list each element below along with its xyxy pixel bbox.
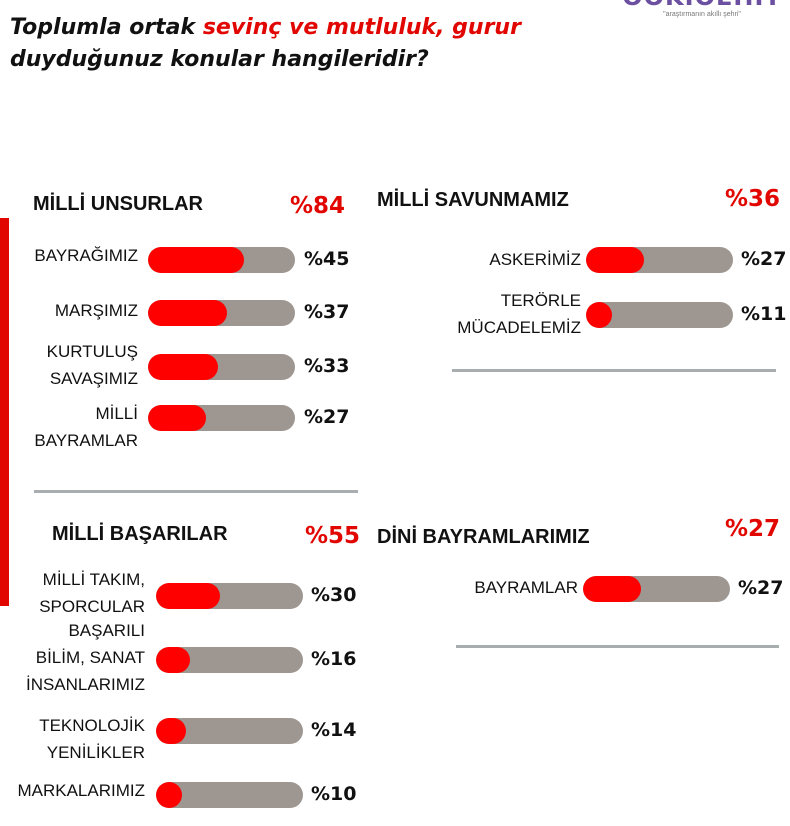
milli-basarilar-markalarimiz-value: %10	[311, 783, 357, 805]
milli-savunmamiz-terorle-mucadelemiz-bar-track	[586, 302, 733, 328]
milli-unsurlar-kurtulus-savasimiz-label: KURTULUŞ SAVAŞIMIZ	[47, 338, 138, 392]
milli-basarilar-markalarimiz-bar-track	[156, 782, 303, 808]
dini-bayramlarimiz-category-title: DİNİ BAYRAMLARIMIZ	[377, 526, 590, 548]
milli-unsurlar-milli-bayramlar-value: %27	[304, 406, 350, 428]
milli-basarilar-basarili-bilim-sanat-insanlarimiz-label: BAŞARILI BİLİM, SANAT İNSANLARIMIZ	[26, 617, 145, 698]
milli-savunmamiz-askerimiz-value: %27	[741, 248, 787, 270]
milli-basarilar-teknolojik-yenilikler-bar-fill	[156, 718, 186, 744]
label-line: MİLLİ	[95, 404, 138, 423]
milli-unsurlar-bayragimiz-bar-track	[148, 247, 295, 273]
milli-unsurlar-category-title: MİLLİ UNSURLAR	[33, 193, 203, 215]
title-part-1: Toplumla ortak	[10, 15, 203, 40]
milli-unsurlar-milli-bayramlar-bar-fill	[148, 405, 206, 431]
milli-basarilar-teknolojik-yenilikler-bar-track	[156, 718, 303, 744]
label-line: TERÖRLE	[500, 291, 581, 310]
accent-rail	[0, 218, 9, 606]
dini-bayramlarimiz-bayramlar-value: %27	[738, 577, 784, 599]
milli-unsurlar-bayragimiz-bar-fill	[148, 247, 244, 273]
milli-savunmamiz-category-title: MİLLİ SAVUNMAMIZ	[377, 189, 569, 211]
milli-savunmamiz-askerimiz-bar-track	[586, 247, 733, 273]
milli-basarilar-category-title: MİLLİ BAŞARILAR	[52, 523, 228, 545]
dini-bayramlarimiz-bayramlar-bar-fill	[583, 576, 641, 602]
brand-logo: OOKIOEHIT "araştırmanın akıllı şehri"	[622, 0, 782, 24]
label-line: BAYRAMLAR	[34, 431, 138, 450]
milli-basarilar-markalarimiz-label: MARKALARIMIZ	[17, 777, 145, 804]
label-line: MÜCADELEMİZ	[457, 318, 581, 337]
logo-wordmark: OOKIOEHIT	[622, 0, 782, 10]
milli-basarilar-teknolojik-yenilikler-label: TEKNOLOJİK YENİLİKLER	[39, 712, 145, 766]
label-line: BİLİM, SANAT	[35, 648, 145, 667]
milli-unsurlar-milli-bayramlar-bar-track	[148, 405, 295, 431]
milli-unsurlar-marsimiz-value: %37	[304, 301, 350, 323]
milli-basarilar-milli-takim-sporcular-value: %30	[311, 584, 357, 606]
milli-unsurlar-marsimiz-label: MARŞIMIZ	[55, 297, 138, 324]
milli-unsurlar-total-label: %84	[290, 193, 346, 219]
label-line: SPORCULAR	[39, 597, 145, 616]
milli-basarilar-teknolojik-yenilikler-value: %14	[311, 719, 357, 741]
divider-milli-savunmamiz	[452, 369, 776, 372]
milli-basarilar-milli-takim-sporcular-bar-track	[156, 583, 303, 609]
dini-bayramlarimiz-bayramlar-bar-track	[583, 576, 730, 602]
label-line: MARŞIMIZ	[54, 301, 138, 320]
label-line: İNSANLARIMIZ	[25, 675, 145, 694]
milli-basarilar-milli-takim-sporcular-label: MİLLİ TAKIM, SPORCULAR	[39, 566, 145, 620]
label-line: KURTULUŞ	[46, 342, 138, 361]
milli-basarilar-total-label: %55	[305, 523, 361, 549]
milli-savunmamiz-terorle-mucadelemiz-bar-fill	[586, 302, 612, 328]
milli-unsurlar-kurtulus-savasimiz-bar-fill	[148, 354, 218, 380]
milli-unsurlar-milli-bayramlar-label: MİLLİ BAYRAMLAR	[34, 400, 138, 454]
milli-basarilar-milli-takim-sporcular-bar-fill	[156, 583, 220, 609]
label-line: MİLLİ TAKIM,	[42, 570, 145, 589]
dini-bayramlarimiz-bayramlar-label: BAYRAMLAR	[474, 574, 578, 601]
label-line: YENİLİKLER	[46, 743, 145, 762]
label-line: MARKALARIMIZ	[17, 781, 145, 800]
milli-savunmamiz-terorle-mucadelemiz-label: TERÖRLE MÜCADELEMİZ	[457, 287, 581, 341]
title-highlight: sevinç ve mutluluk, gurur	[202, 15, 521, 40]
divider-dini-bayramlarimiz	[456, 645, 779, 648]
milli-unsurlar-kurtulus-savasimiz-value: %33	[304, 355, 350, 377]
label-line: BAYRAĞIMIZ	[34, 246, 138, 265]
label-line: SAVAŞIMIZ	[49, 369, 138, 388]
milli-savunmamiz-askerimiz-bar-fill	[586, 247, 644, 273]
logo-tagline: "araştırmanın akıllı şehri"	[663, 11, 741, 18]
milli-unsurlar-kurtulus-savasimiz-bar-track	[148, 354, 295, 380]
chart-title: Toplumla ortak sevinç ve mutluluk, gurur…	[10, 12, 570, 76]
label-line: TEKNOLOJİK	[39, 716, 145, 735]
milli-basarilar-basarili-bilim-sanat-insanlarimiz-bar-fill	[156, 647, 190, 673]
milli-savunmamiz-askerimiz-label: ASKERİMİZ	[489, 246, 581, 273]
milli-savunmamiz-total-label: %36	[725, 186, 781, 212]
milli-unsurlar-bayragimiz-label: BAYRAĞIMIZ	[34, 242, 138, 269]
label-line: BAŞARILI	[68, 621, 145, 640]
milli-unsurlar-marsimiz-bar-track	[148, 300, 295, 326]
milli-basarilar-markalarimiz-bar-fill	[156, 782, 182, 808]
title-part-2: duyduğunuz konular hangileridir?	[10, 47, 429, 72]
label-line: BAYRAMLAR	[474, 578, 578, 597]
milli-savunmamiz-terorle-mucadelemiz-value: %11	[741, 303, 787, 325]
milli-unsurlar-marsimiz-bar-fill	[148, 300, 227, 326]
label-line: ASKERİMİZ	[489, 250, 581, 269]
milli-basarilar-basarili-bilim-sanat-insanlarimiz-bar-track	[156, 647, 303, 673]
milli-unsurlar-bayragimiz-value: %45	[304, 248, 350, 270]
dini-bayramlarimiz-total-label: %27	[725, 516, 781, 542]
divider-milli-unsurlar	[34, 490, 358, 493]
milli-basarilar-basarili-bilim-sanat-insanlarimiz-value: %16	[311, 648, 357, 670]
